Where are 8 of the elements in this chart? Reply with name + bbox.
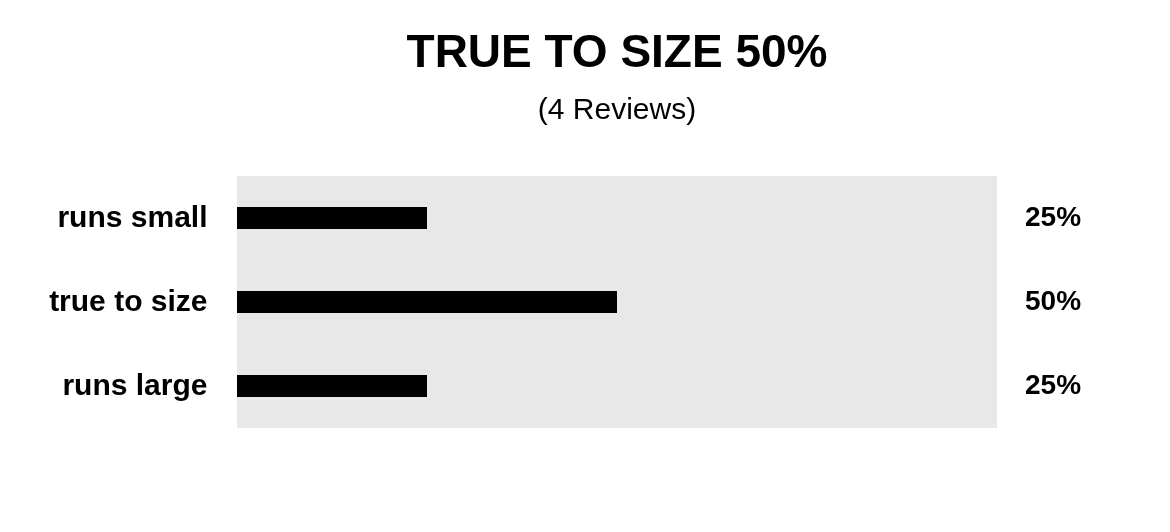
chart-subtitle: (4 Reviews) xyxy=(537,92,697,125)
y-tick-label: true to size xyxy=(49,284,208,317)
data-label: 25% xyxy=(1025,369,1082,400)
data-label: 50% xyxy=(1025,285,1082,316)
data-label: 25% xyxy=(1025,201,1082,232)
chart-title: TRUE TO SIZE 50% xyxy=(406,25,828,77)
y-tick-label: runs small xyxy=(57,200,208,233)
y-tick-label: runs large xyxy=(62,368,208,401)
